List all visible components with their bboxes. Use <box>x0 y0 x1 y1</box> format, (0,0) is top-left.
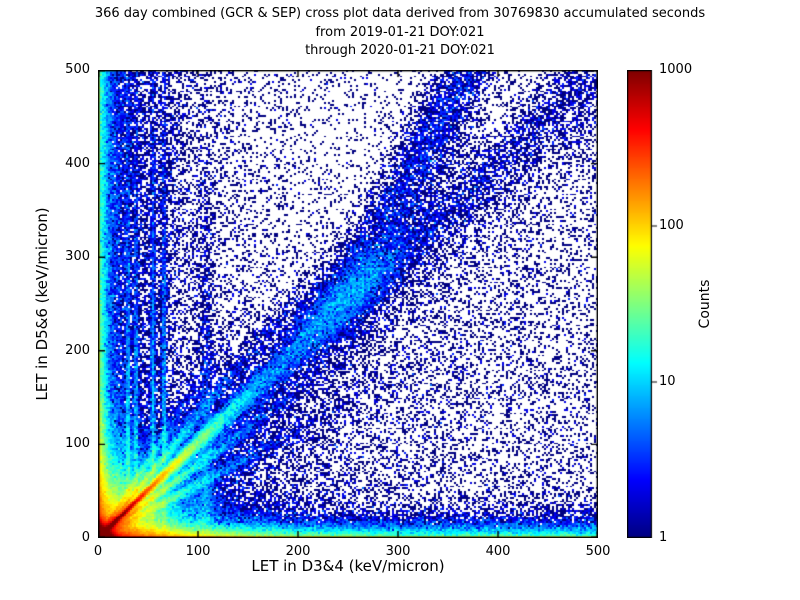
y-tick-label: 500 <box>65 62 90 77</box>
colorbar-canvas <box>627 70 661 538</box>
x-tick-label: 300 <box>385 544 411 559</box>
x-tick-label: 500 <box>585 544 611 559</box>
y-tick-label: 400 <box>65 155 90 171</box>
cross-plot-heatmap-canvas <box>98 70 598 538</box>
colorbar-tick-label: 100 <box>659 218 684 233</box>
colorbar-tick-label: 10 <box>659 374 676 389</box>
colorbar-tick-label: 1 <box>659 530 668 545</box>
x-tick-label: 400 <box>485 544 511 559</box>
x-tick-label: 100 <box>185 544 211 559</box>
y-tick-label: 0 <box>81 530 90 545</box>
y-tick-label: 100 <box>65 436 90 452</box>
y-tick-label: 300 <box>65 249 90 265</box>
colorbar-label: Counts <box>697 279 713 329</box>
x-axis-label: LET in D3&4 (keV/micron) <box>251 557 445 575</box>
x-tick-label: 0 <box>93 544 103 559</box>
title-line-2: from 2019-01-21 DOY:021 <box>315 24 485 40</box>
y-tick-label: 200 <box>65 342 90 358</box>
title-line-1: 366 day combined (GCR & SEP) cross plot … <box>94 6 706 21</box>
x-tick-label: 200 <box>285 544 311 559</box>
y-axis-label: LET in D5&6 (keV/micron) <box>33 207 51 401</box>
chart-title: 366 day combined (GCR & SEP) cross plot … <box>0 5 800 61</box>
colorbar-tick-label: 1000 <box>659 62 693 77</box>
title-line-3: through 2020-01-21 DOY:021 <box>305 43 495 58</box>
